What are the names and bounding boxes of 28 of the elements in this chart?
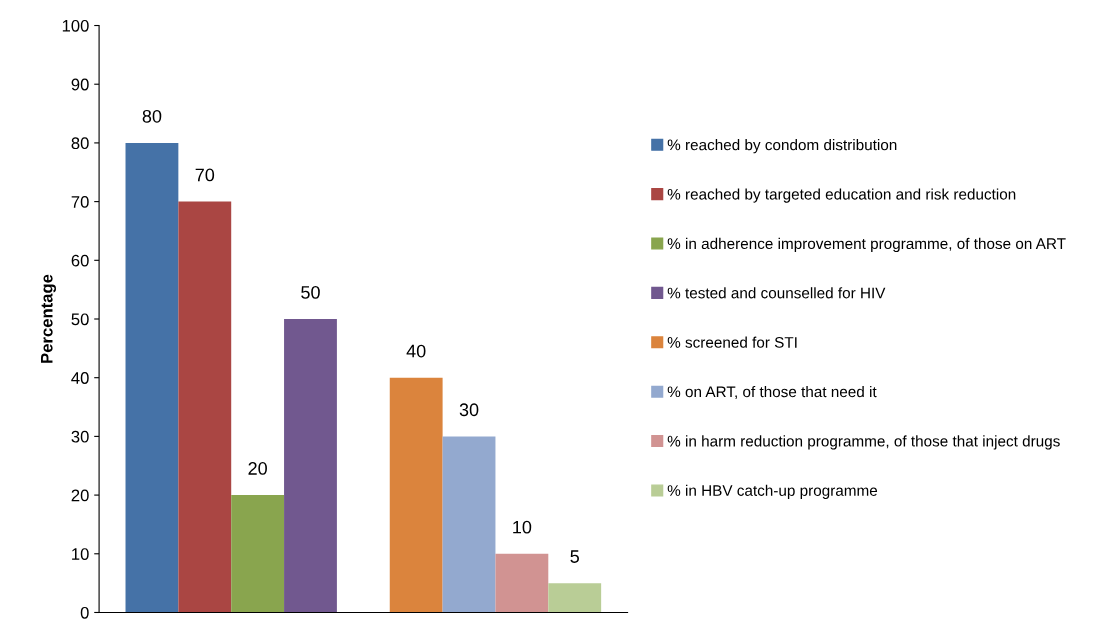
y-tick-label: 30 — [71, 430, 89, 443]
y-tick-label: 50 — [71, 313, 89, 326]
legend-label: % screened for STI — [667, 336, 797, 348]
y-tick-label: 70 — [71, 196, 89, 208]
y-tick-label: 80 — [71, 137, 89, 150]
y-tick-label: 90 — [71, 78, 89, 91]
legend-label: % reached by condom distribution — [667, 139, 897, 154]
y-axis-title: Percentage — [41, 274, 57, 363]
data-label: 80 — [142, 109, 162, 123]
legend-label: % on ART, of those that need it — [667, 385, 877, 399]
data-label: 20 — [248, 462, 267, 475]
y-tick-label: 0 — [80, 606, 89, 619]
data-label: 40 — [406, 344, 426, 358]
legend-label: % tested and counselled for HIV — [667, 287, 886, 299]
y-tick-label: 20 — [71, 489, 89, 502]
y-tick-label: 40 — [71, 372, 89, 384]
data-label: 30 — [459, 403, 479, 417]
legend-label: % in HBV catch-up programme — [667, 484, 878, 499]
data-label: 70 — [195, 168, 215, 182]
y-tick-label: 60 — [71, 254, 89, 267]
legend-label: % in adherence improvement programme, of those on ART — [667, 237, 1066, 253]
y-tick-label: 100 — [62, 19, 89, 32]
data-label: 5 — [570, 550, 579, 563]
data-label: 50 — [301, 285, 320, 299]
legend-label: % reached by targeted education and risk reduction — [667, 188, 1016, 203]
data-label: 10 — [513, 520, 532, 534]
legend-label: % in harm reduction programme, of those that inject drugs — [667, 435, 1060, 450]
y-tick-label: 10 — [72, 548, 89, 560]
